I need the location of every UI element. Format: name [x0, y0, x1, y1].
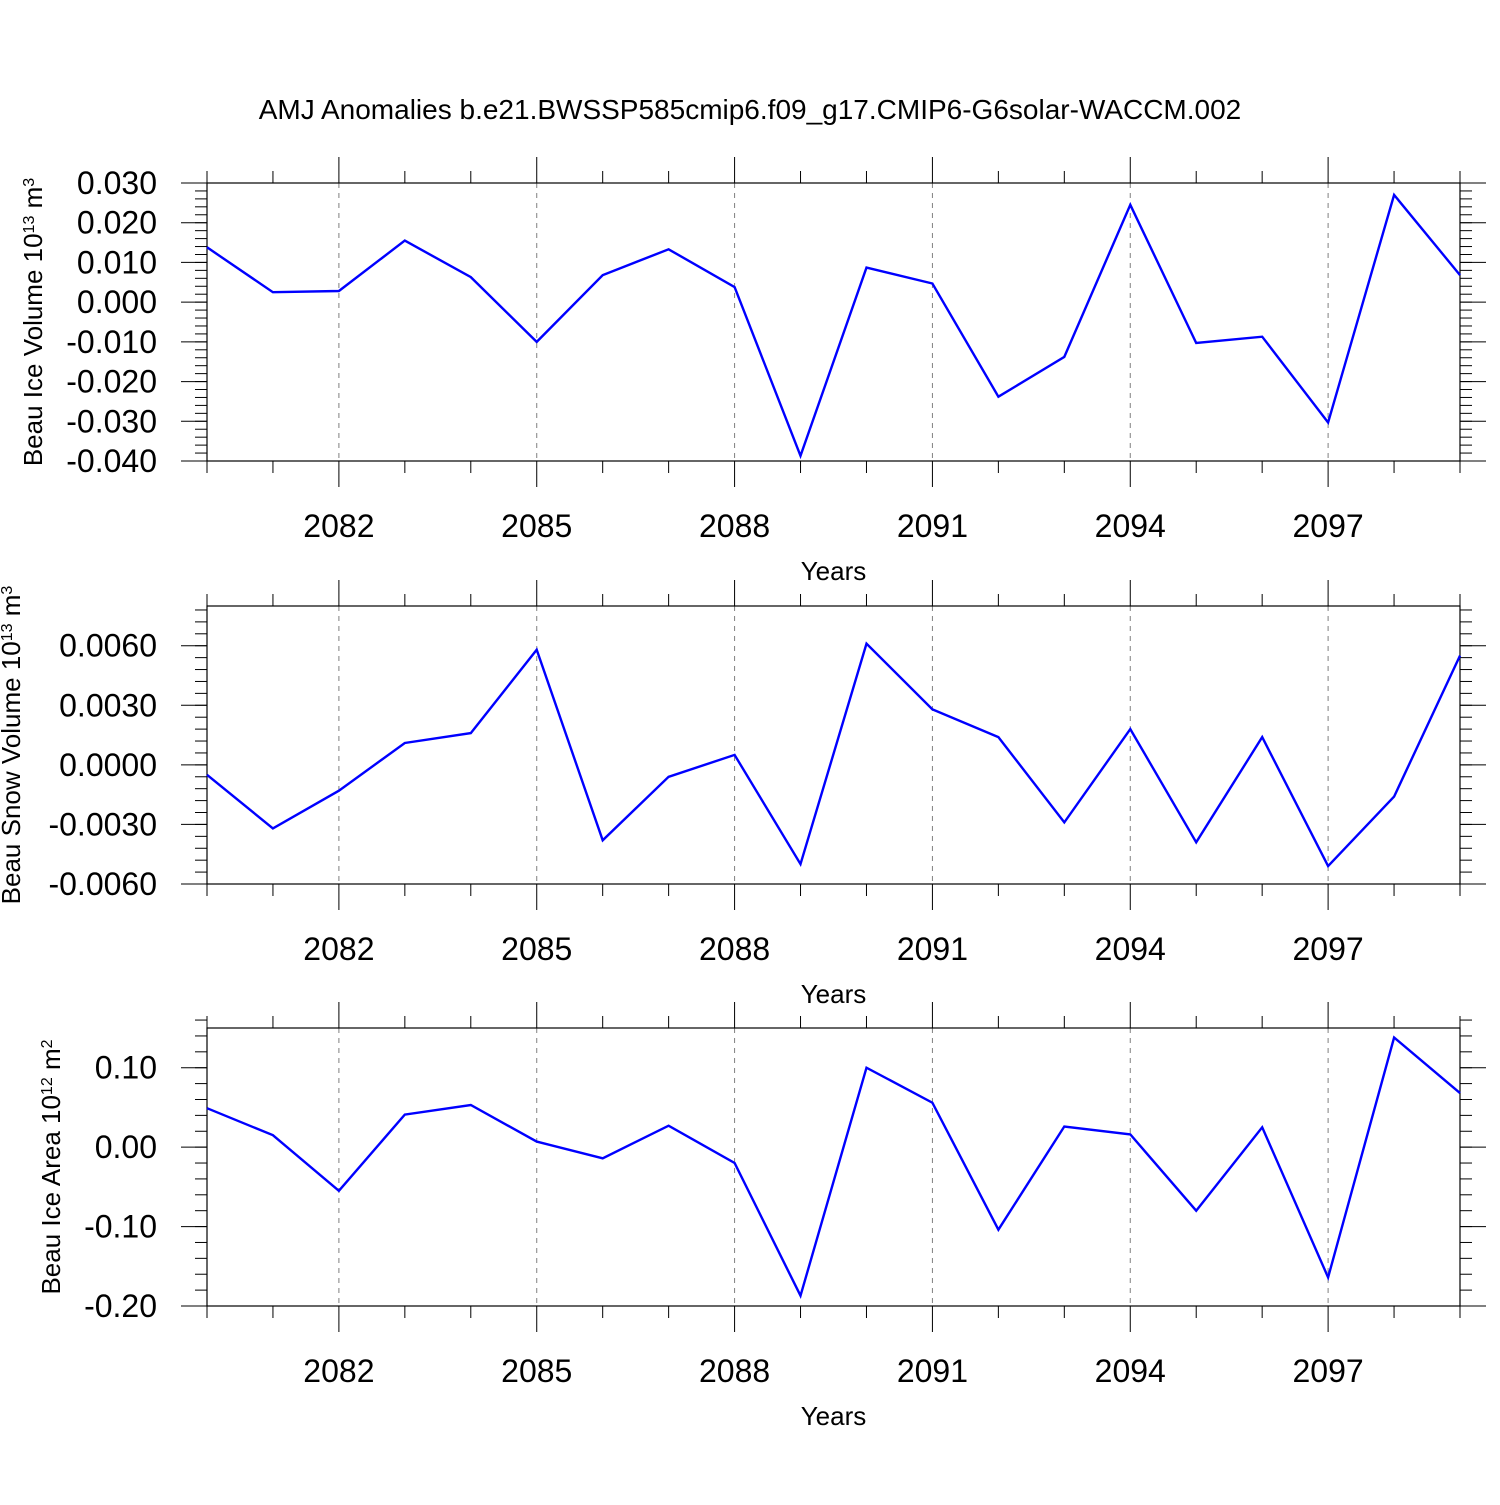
- x-tick-label: 2085: [501, 508, 572, 544]
- x-tick-label: 2088: [699, 931, 770, 967]
- x-tick-label: 2094: [1095, 508, 1166, 544]
- y-tick-label: -0.0060: [48, 866, 157, 902]
- x-tick-label: 2082: [303, 1353, 374, 1389]
- x-tick-label: 2097: [1293, 1353, 1364, 1389]
- y-tick-label: 0.00: [95, 1129, 157, 1165]
- x-tick-label: 2097: [1293, 931, 1364, 967]
- y-tick-label: -0.020: [66, 364, 157, 400]
- y-tick-label: 0.0030: [59, 687, 157, 723]
- x-axis-title: Years: [801, 1401, 867, 1431]
- y-tick-label: -0.040: [66, 443, 157, 479]
- x-tick-label: 2091: [897, 1353, 968, 1389]
- y-tick-label: -0.10: [84, 1209, 157, 1245]
- y-tick-label: 0.0000: [59, 747, 157, 783]
- plot-frame: [207, 1028, 1460, 1306]
- x-tick-label: 2097: [1293, 508, 1364, 544]
- x-axis-title: Years: [801, 979, 867, 1009]
- y-tick-label: -0.010: [66, 324, 157, 360]
- x-tick-label: 2088: [699, 1353, 770, 1389]
- series-line: [207, 195, 1460, 456]
- panel-2: 2082 2085 2088 2091 2094 2097 Years 0.0060 0.003…: [0, 580, 1486, 1009]
- y-axis-title: Beau Ice Area 1012 m2: [36, 1039, 66, 1294]
- y-tick-label: 0.0060: [59, 628, 157, 664]
- series-line: [207, 1038, 1460, 1296]
- plot-frame: [207, 183, 1460, 461]
- x-tick-label: 2094: [1095, 931, 1166, 967]
- y-tick-label: 0.010: [77, 244, 157, 280]
- x-tick-label: 2091: [897, 508, 968, 544]
- y-tick-label: -0.030: [66, 403, 157, 439]
- x-tick-label: 2082: [303, 931, 374, 967]
- y-axis-title: Beau Ice Volume 1013 m3: [18, 178, 48, 466]
- x-axis-title: Years: [801, 556, 867, 586]
- y-tick-label: -0.0030: [48, 806, 157, 842]
- panel-3: 2082 2085 2088 2091 2094 2097 Years 0.10 0.00 -0.…: [36, 1002, 1486, 1431]
- x-tick-label: 2094: [1095, 1353, 1166, 1389]
- y-axis-title: Beau Snow Volume 1013 m3: [0, 586, 26, 905]
- plot-frame: [207, 606, 1460, 884]
- series-line: [207, 644, 1460, 866]
- y-tick-label: 0.020: [77, 205, 157, 241]
- x-tick-label: 2085: [501, 931, 572, 967]
- x-tick-label: 2088: [699, 508, 770, 544]
- x-tick-label: 2085: [501, 1353, 572, 1389]
- y-tick-label: 0.000: [77, 284, 157, 320]
- y-tick-label: 0.10: [95, 1050, 157, 1086]
- y-tick-label: -0.20: [84, 1288, 157, 1324]
- x-tick-label: 2082: [303, 508, 374, 544]
- x-tick-label: 2091: [897, 931, 968, 967]
- y-tick-label: 0.030: [77, 165, 157, 201]
- figure-title: AMJ Anomalies b.e21.BWSSP585cmip6.f09_g1…: [259, 94, 1242, 125]
